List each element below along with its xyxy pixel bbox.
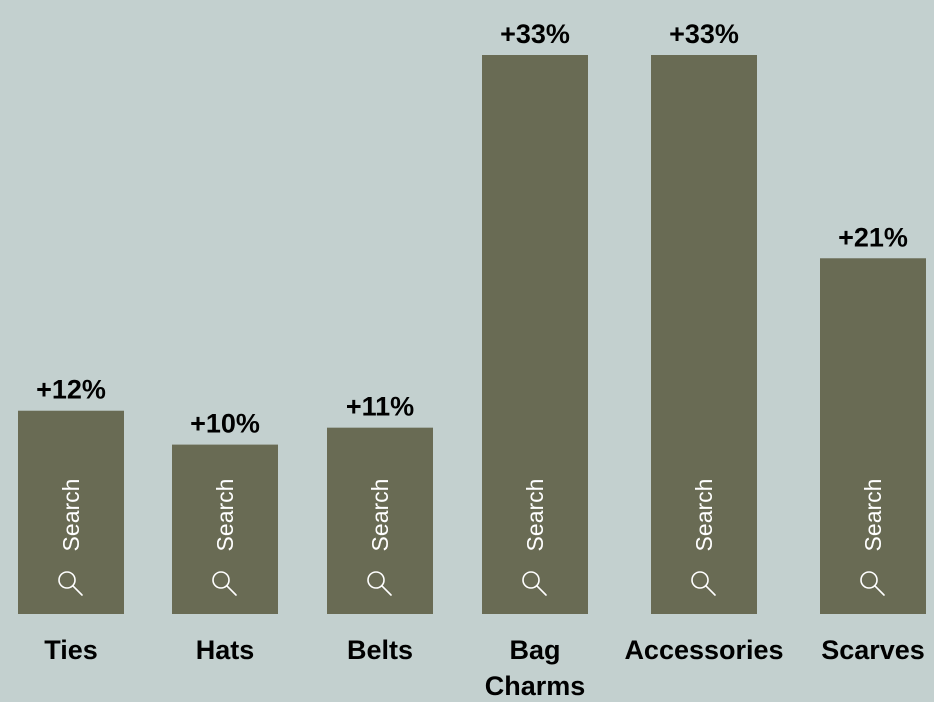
bar-group: +33% Search Accessories xyxy=(624,19,783,665)
search-icon-lens xyxy=(860,571,878,589)
bar-value-label: +33% xyxy=(669,19,739,49)
bar xyxy=(482,55,588,614)
bar-group: +33% Search Bag Charms xyxy=(482,19,588,701)
search-icon-handle xyxy=(535,584,547,596)
bar-value-label: +10% xyxy=(190,409,260,439)
bar-value-label: +21% xyxy=(838,222,908,252)
bar xyxy=(820,258,926,614)
bars-group: +12% Search Ties +10% Search Hats +11% Search Be… xyxy=(18,19,926,701)
category-label: Charms xyxy=(485,671,586,701)
category-label: Scarves xyxy=(821,635,925,665)
search-icon-handle xyxy=(225,584,237,596)
bar-inner-label: Search xyxy=(212,479,238,552)
bar-value-label: +33% xyxy=(500,19,570,49)
search-icon xyxy=(367,571,392,596)
bar xyxy=(327,427,433,614)
search-icon-lens xyxy=(212,571,230,589)
bar xyxy=(172,444,278,614)
search-icon-handle xyxy=(873,584,885,596)
bar-group: +21% Search Scarves xyxy=(820,222,926,665)
bar-group: +12% Search Ties xyxy=(18,375,124,665)
search-icon xyxy=(522,571,547,596)
bar-group: +11% Search Belts xyxy=(327,392,433,665)
bar-inner-label: Search xyxy=(860,479,886,552)
bar xyxy=(18,410,124,614)
bar-group: +10% Search Hats xyxy=(172,409,278,665)
bar-value-label: +12% xyxy=(36,375,106,405)
bar-inner-label: Search xyxy=(58,479,84,552)
search-icon-lens xyxy=(58,571,76,589)
bar-value-label: +11% xyxy=(346,392,414,422)
category-label: Bag xyxy=(509,635,560,665)
category-label: Hats xyxy=(196,635,255,665)
bar xyxy=(651,55,757,614)
category-label: Belts xyxy=(347,635,413,665)
bar-inner-label: Search xyxy=(691,479,717,552)
search-icon xyxy=(212,571,237,596)
search-icon-handle xyxy=(71,584,83,596)
search-icon-lens xyxy=(691,571,709,589)
search-icon xyxy=(691,571,716,596)
search-icon-lens xyxy=(367,571,385,589)
bar-inner-label: Search xyxy=(367,479,393,552)
search-icon-handle xyxy=(704,584,716,596)
bar-inner-label: Search xyxy=(522,479,548,552)
search-icon-lens xyxy=(522,571,540,589)
search-icon xyxy=(58,571,83,596)
category-label: Ties xyxy=(44,635,98,665)
category-label: Accessories xyxy=(624,635,783,665)
search-icon xyxy=(860,571,885,596)
search-icon-handle xyxy=(380,584,392,596)
